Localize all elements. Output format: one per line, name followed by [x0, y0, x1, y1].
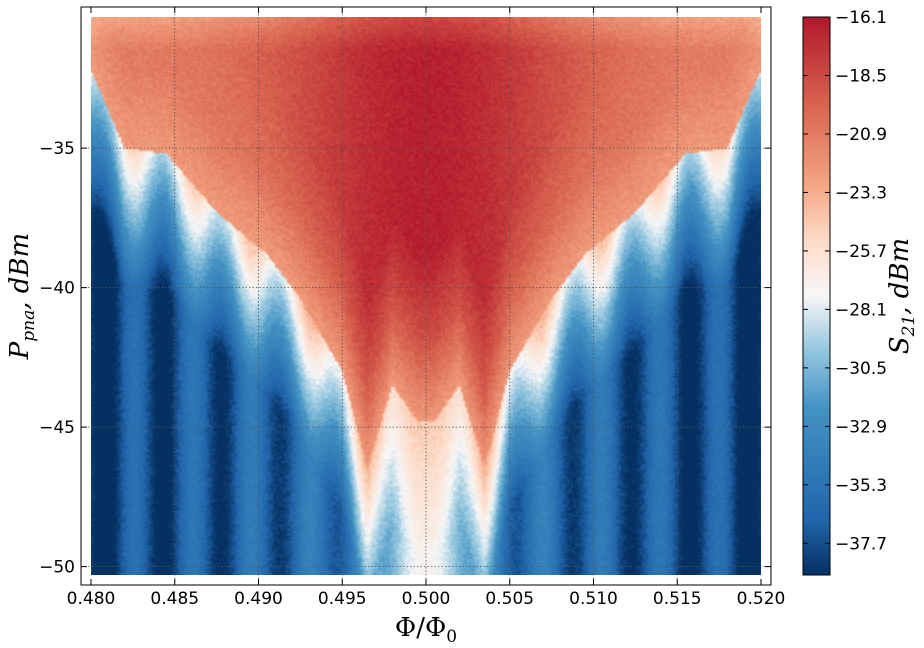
grid-lines [81, 7, 771, 585]
x-axis-label: Φ/Φ0 [395, 613, 457, 647]
y-axis-label: Ppna, dBm [5, 233, 39, 360]
colorbar-tick-label: −37.7 [835, 534, 887, 554]
x-tick-label: 0.490 [234, 589, 283, 609]
colorbar-tick-label: −28.1 [835, 300, 887, 320]
colorbar-tick-label: −16.1 [835, 8, 887, 28]
colorbar-tick-label: −20.9 [835, 125, 887, 145]
colorbar-tick-label: −32.9 [835, 417, 887, 437]
colorbar-tick-label: −30.5 [835, 359, 887, 379]
colorbar-label: S21, dBm [885, 238, 919, 354]
x-tick-label: 0.500 [402, 589, 451, 609]
x-tick-label: 0.510 [569, 589, 618, 609]
colorbar [802, 16, 831, 576]
y-axis-ticks: −35 −40 −45 −50 [39, 139, 771, 578]
x-tick-label: 0.505 [485, 589, 534, 609]
x-tick-label: 0.485 [150, 589, 199, 609]
colorbar-tick-label: −18.5 [835, 66, 887, 86]
x-tick-label: 0.520 [737, 589, 786, 609]
y-tick-label: −50 [39, 558, 75, 578]
y-tick-label: −45 [39, 418, 75, 438]
x-tick-label: 0.495 [318, 589, 367, 609]
x-tick-label: 0.480 [67, 589, 116, 609]
x-tick-label: 0.515 [653, 589, 702, 609]
colorbar-ticks: −16.1 −18.5 −20.9 −23.3 −25.7 −28.1 −30.5 −32.9… [803, 8, 887, 554]
y-tick-label: −40 [39, 279, 75, 299]
colorbar-tick-label: −23.3 [835, 183, 887, 203]
colorbar-tick-label: −35.3 [835, 476, 887, 496]
x-axis-ticks: 0.480 0.485 0.490 0.495 0.500 0.505 0.510 0.515… [67, 7, 786, 609]
y-tick-label: −35 [39, 139, 75, 159]
colorbar-tick-label: −25.7 [835, 242, 887, 262]
